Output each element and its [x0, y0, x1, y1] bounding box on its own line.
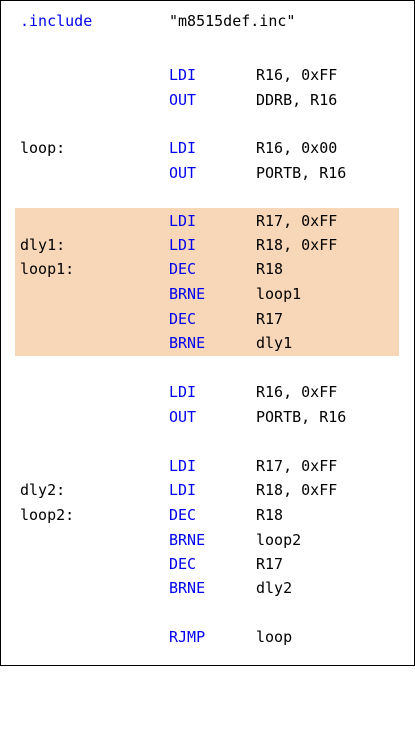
- code-line: RJMP loop: [1, 625, 414, 650]
- line-mnemonic: OUT: [169, 164, 197, 182]
- line-mnemonic: DEC: [169, 310, 197, 328]
- line-operands: R18: [256, 260, 284, 278]
- code-line: BRNE dly1: [1, 331, 414, 356]
- line-label: dly2:: [20, 481, 66, 499]
- line-mnemonic: OUT: [169, 91, 197, 109]
- line-mnemonic: LDI: [169, 236, 197, 254]
- line-mnemonic: RJMP: [169, 628, 206, 646]
- code-line: LDI R16, 0xFF: [1, 380, 414, 405]
- line-operands: R16, 0x00: [256, 139, 338, 157]
- line-mnemonic: LDI: [169, 383, 197, 401]
- line-operands: R18, 0xFF: [256, 236, 338, 254]
- line-mnemonic: BRNE: [169, 531, 206, 549]
- line-mnemonic: DEC: [169, 555, 197, 573]
- line-mnemonic: LDI: [169, 457, 197, 475]
- line-operands: R18: [256, 506, 284, 524]
- line-mnemonic: LDI: [169, 481, 197, 499]
- include-filename: "m8515def.inc": [169, 12, 296, 30]
- line-mnemonic: OUT: [169, 408, 197, 426]
- code-line: OUT PORTB, R16: [1, 161, 414, 186]
- line-operands: DDRB, R16: [256, 91, 338, 109]
- code-line: LDI R17, 0xFF: [1, 209, 414, 234]
- line-operands: dly2: [256, 579, 293, 597]
- line-mnemonic: BRNE: [169, 285, 206, 303]
- line-operands: dly1: [256, 334, 293, 352]
- code-line: BRNE loop1: [1, 282, 414, 307]
- include-keyword: .include: [20, 12, 93, 30]
- line-operands: loop2: [256, 531, 302, 549]
- line-operands: R16, 0xFF: [256, 383, 338, 401]
- code-line: BRNE dly2: [1, 576, 414, 601]
- line-mnemonic: LDI: [169, 139, 197, 157]
- line-label: loop2:: [20, 506, 75, 524]
- line-mnemonic: BRNE: [169, 579, 206, 597]
- code-listing-panel: .include "m8515def.inc" LDI R16, 0xFF OU…: [0, 0, 415, 666]
- code-line: DEC R17: [1, 307, 414, 332]
- line-mnemonic: LDI: [169, 212, 197, 230]
- code-line: dly2: LDI R18, 0xFF: [1, 478, 414, 503]
- line-operands: R17: [256, 310, 284, 328]
- line-operands: R16, 0xFF: [256, 66, 338, 84]
- line-label: loop:: [20, 139, 66, 157]
- line-operands: loop1: [256, 285, 302, 303]
- line-operands: PORTB, R16: [256, 408, 347, 426]
- line-operands: R17: [256, 555, 284, 573]
- line-operands: R17, 0xFF: [256, 212, 338, 230]
- delay-loop-highlight: [15, 208, 399, 356]
- line-mnemonic: DEC: [169, 506, 197, 524]
- code-line: loop2: DEC R18: [1, 503, 414, 528]
- line-operands: PORTB, R16: [256, 164, 347, 182]
- code-line: DEC R17: [1, 552, 414, 577]
- code-line: LDI R17, 0xFF: [1, 454, 414, 479]
- line-operands: R17, 0xFF: [256, 457, 338, 475]
- line-label: loop1:: [20, 260, 75, 278]
- code-line: OUT PORTB, R16: [1, 405, 414, 430]
- line-label: dly1:: [20, 236, 66, 254]
- line-mnemonic: BRNE: [169, 334, 206, 352]
- code-line: OUT DDRB, R16: [1, 88, 414, 113]
- line-operands: loop: [256, 628, 293, 646]
- line-mnemonic: LDI: [169, 66, 197, 84]
- include-directive-line: .include "m8515def.inc": [1, 9, 414, 34]
- code-line: dly1: LDI R18, 0xFF: [1, 233, 414, 258]
- line-mnemonic: DEC: [169, 260, 197, 278]
- code-line: LDI R16, 0xFF: [1, 63, 414, 88]
- line-operands: R18, 0xFF: [256, 481, 338, 499]
- code-line: loop: LDI R16, 0x00: [1, 136, 414, 161]
- code-line: loop1: DEC R18: [1, 257, 414, 282]
- code-line: BRNE loop2: [1, 528, 414, 553]
